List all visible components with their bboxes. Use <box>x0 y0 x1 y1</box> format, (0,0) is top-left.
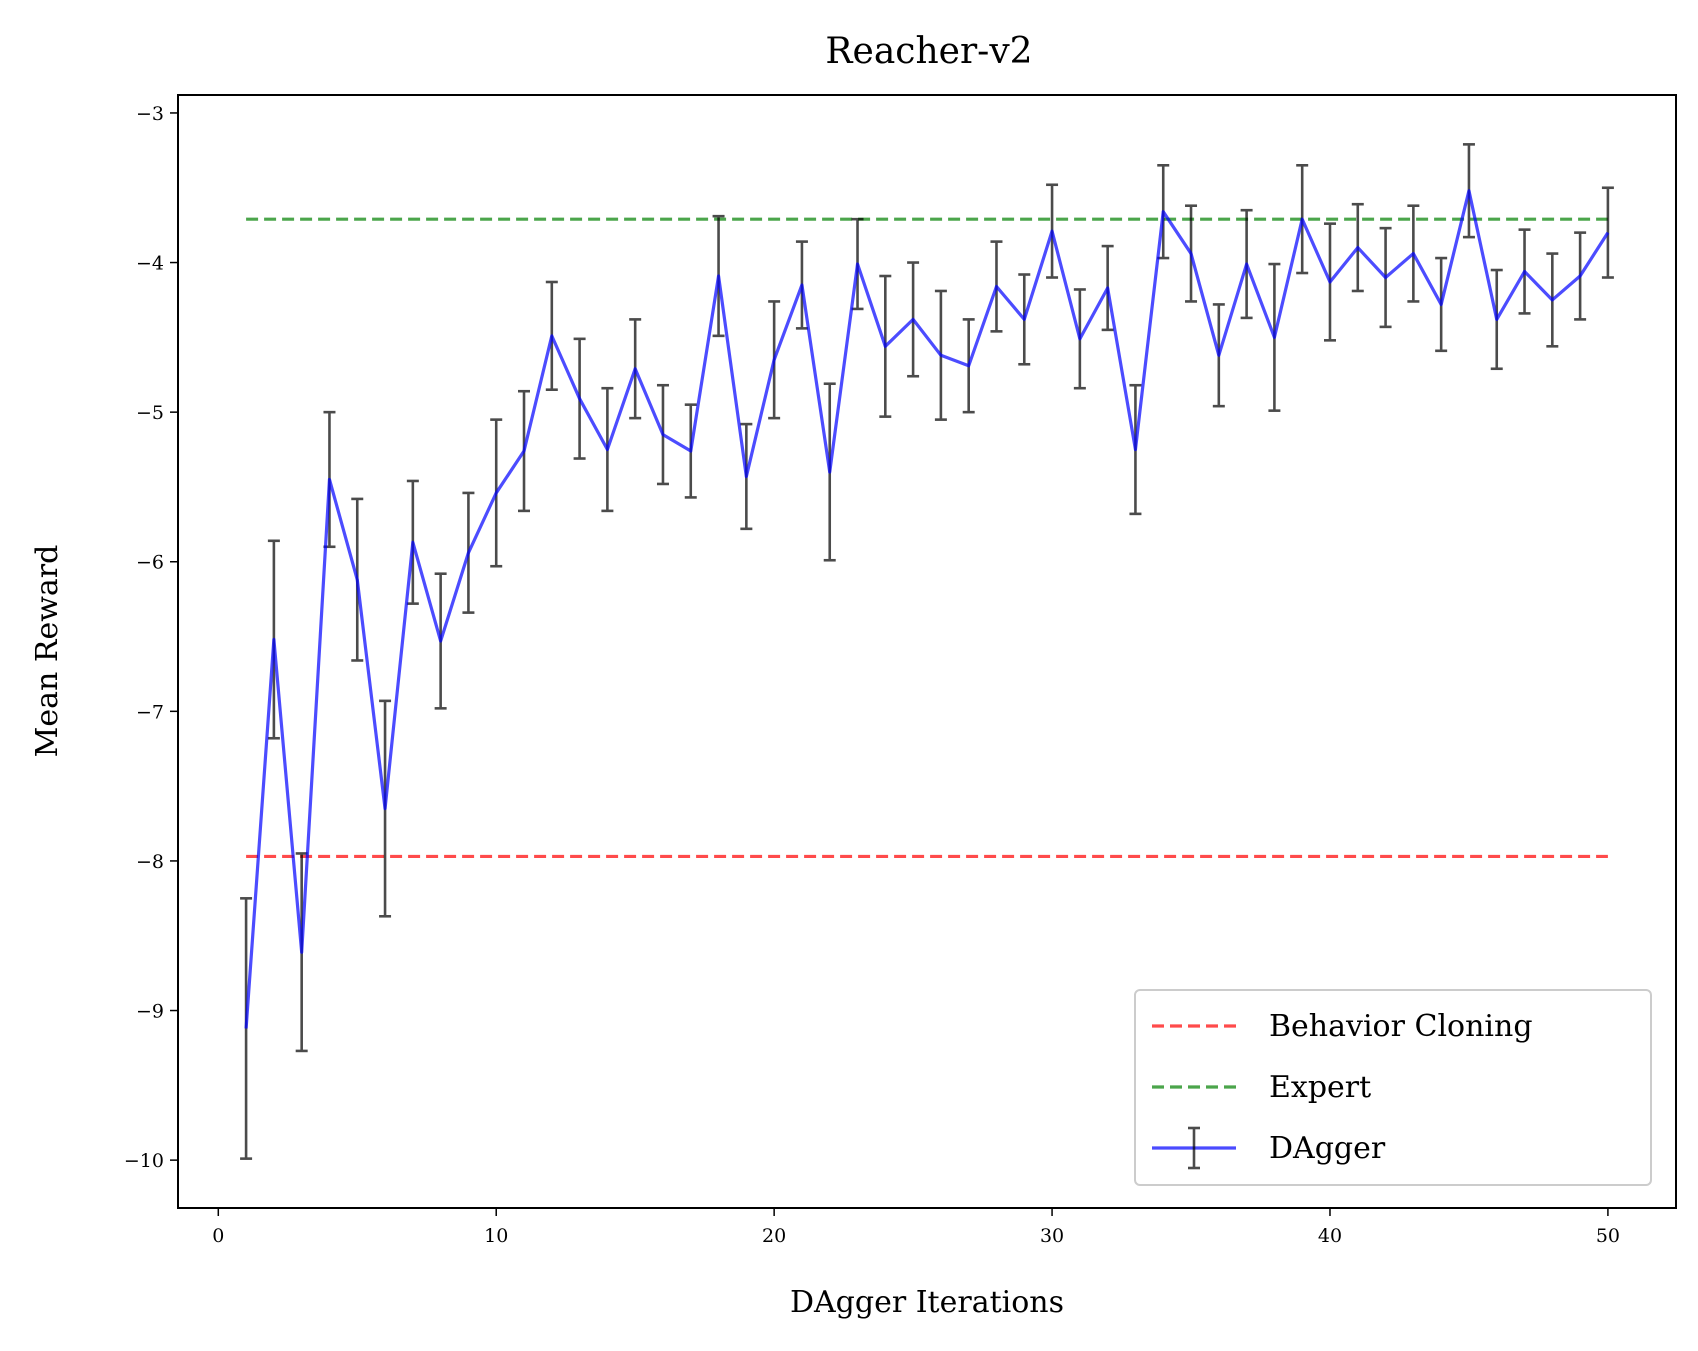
chart-title: Reacher-v2 <box>825 31 1032 72</box>
legend-dagger-label: DAgger <box>1269 1131 1386 1166</box>
dagger-line <box>244 189 1610 1029</box>
x-axis-label: DAgger Iterations <box>790 1285 1064 1320</box>
legend-dagger-errorbar-swatch <box>1188 1126 1200 1170</box>
x-tick-label: 40 <box>1318 1225 1342 1247</box>
y-tick-label: −4 <box>136 253 164 275</box>
y-tick-label: −5 <box>136 402 164 424</box>
legend-box <box>1134 989 1652 1186</box>
y-axis-label: Mean Reward <box>30 545 65 758</box>
axis-ticks: 0 10 20 30 40 50 −3 −4 −5 −6 −7 −8 −9 −10 <box>124 103 1620 1247</box>
legend: Behavior Cloning Expert DAgger <box>1134 989 1652 1186</box>
y-tick-label: −3 <box>136 103 164 125</box>
legend-behavior-cloning-label: Behavior Cloning <box>1269 1009 1533 1044</box>
x-tick-label: 20 <box>762 1225 786 1247</box>
dagger-errorbar <box>1601 186 1614 279</box>
plot-area <box>240 143 1614 1160</box>
x-tick-label: 0 <box>212 1225 224 1247</box>
y-tick-label: −6 <box>136 552 164 574</box>
x-tick-label: 30 <box>1040 1225 1064 1247</box>
dagger-errorbar <box>240 897 253 1160</box>
y-tick-label: −9 <box>136 1001 164 1023</box>
x-tick-label: 10 <box>484 1225 508 1247</box>
y-tick-label: −8 <box>136 851 164 873</box>
y-tick-label: −10 <box>124 1150 164 1172</box>
y-tick-label: −7 <box>136 701 164 723</box>
x-tick-label: 50 <box>1596 1225 1620 1247</box>
legend-expert-label: Expert <box>1269 1070 1371 1105</box>
axes-frame <box>177 94 1677 1209</box>
